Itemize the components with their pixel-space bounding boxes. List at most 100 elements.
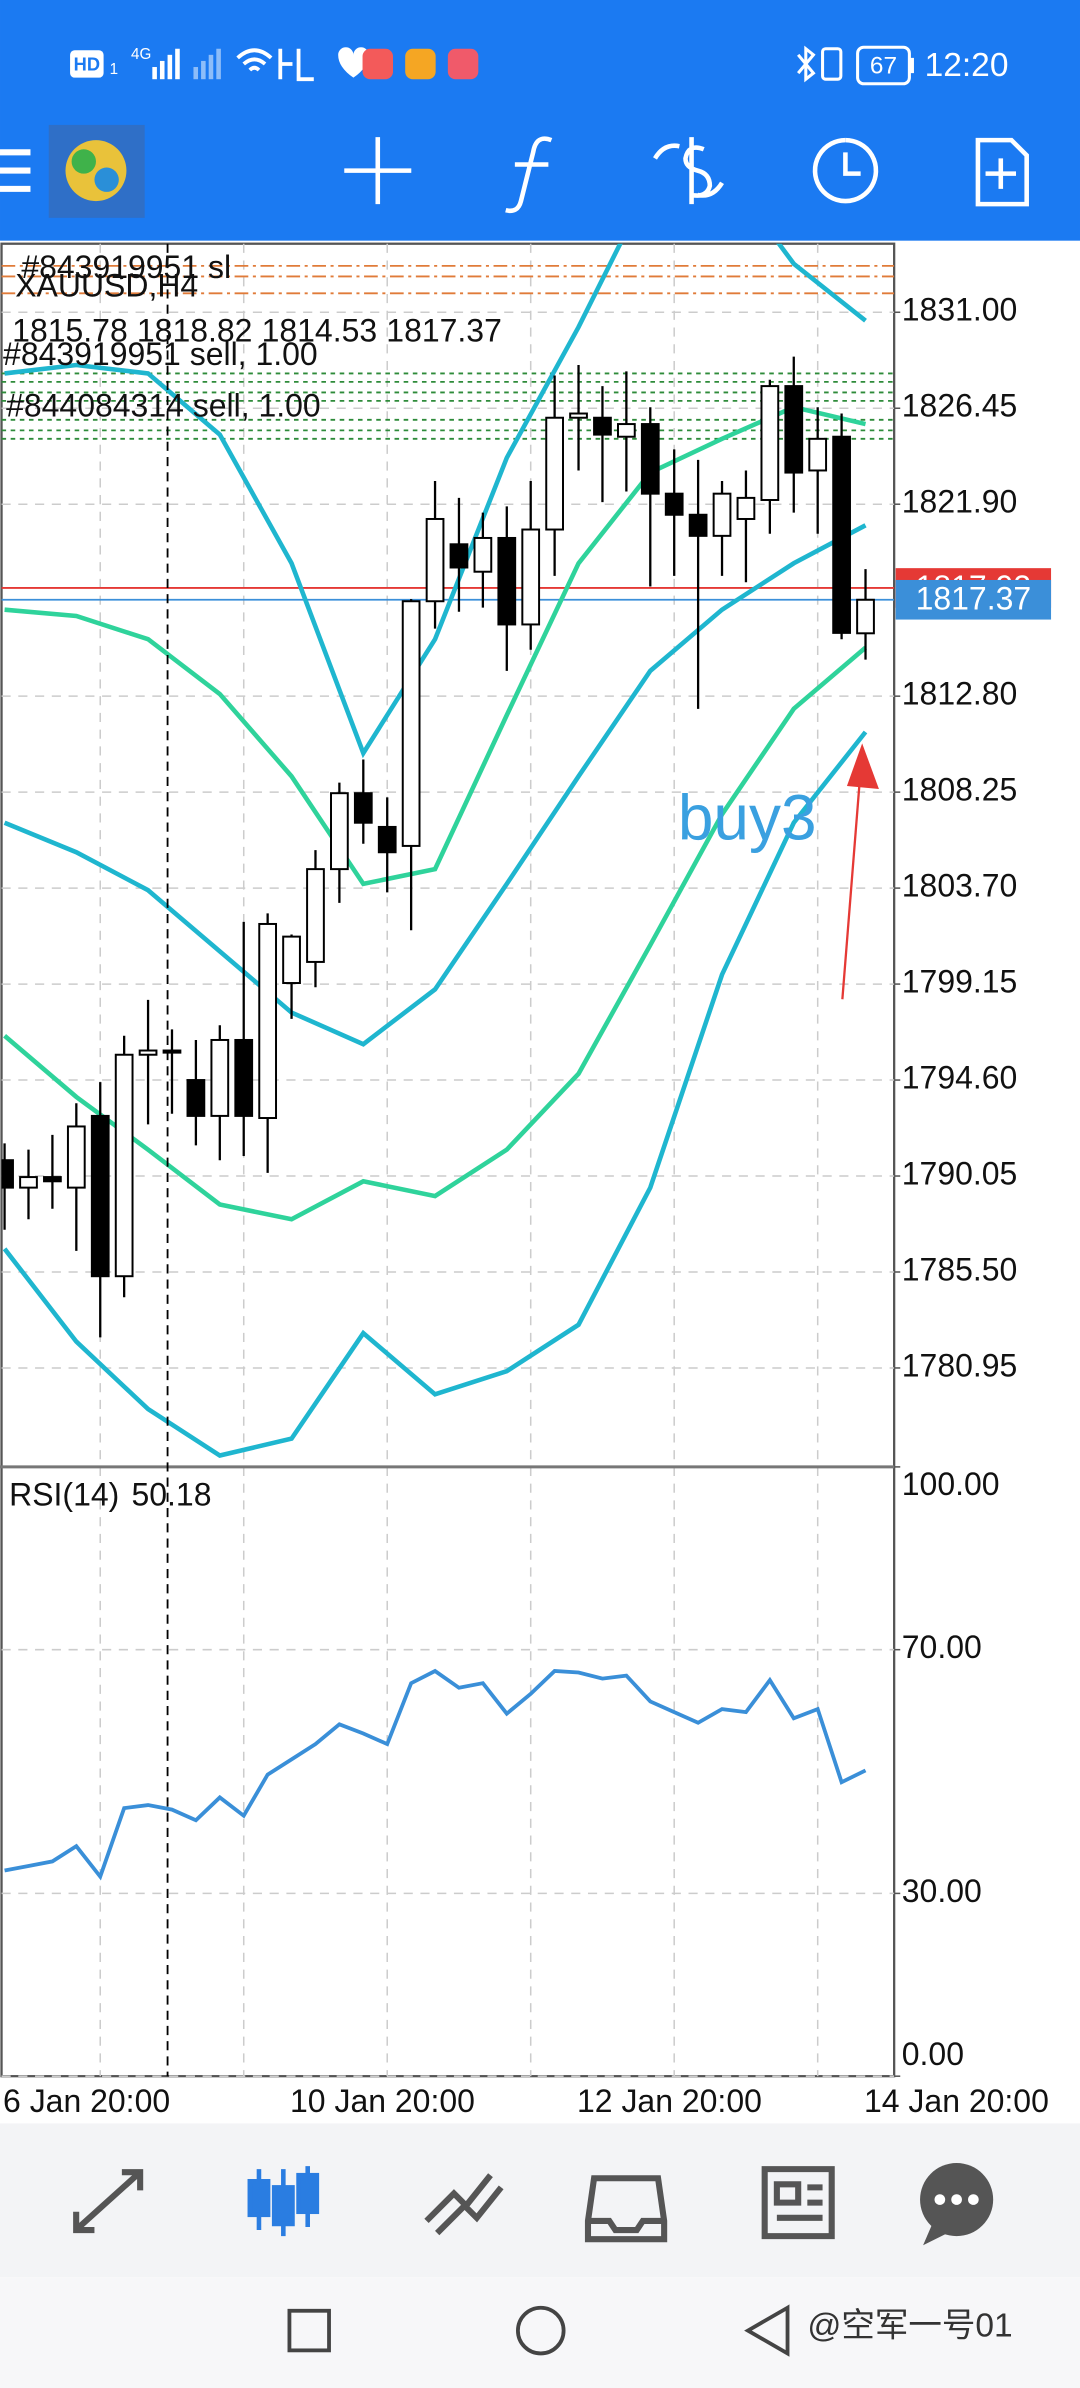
rsi-plot (4, 1668, 867, 1881)
order-label: #843919951 sl (21, 249, 231, 285)
indicator-value: 50.18 (131, 1477, 211, 1513)
signal-bars (152, 48, 221, 80)
y-tick-label: 1799.15 (902, 964, 1018, 1000)
y-tick-label: 1785.50 (902, 1251, 1018, 1287)
candle-body (19, 1176, 38, 1189)
news-tab[interactable] (761, 2166, 835, 2240)
template-button[interactable] (975, 137, 1029, 207)
trade-button[interactable] (653, 137, 724, 205)
price-tag (895, 579, 1052, 620)
y-tick-label: 1808.25 (902, 772, 1018, 808)
menu-button[interactable] (0, 149, 31, 192)
y-tick-label: 1821.90 (902, 484, 1018, 520)
candle-body (306, 868, 325, 963)
candle-body (760, 385, 780, 501)
candle-body (377, 825, 397, 854)
candle-body (114, 1053, 134, 1278)
candle-body (282, 935, 301, 985)
ohlc-close: 1817.37 (386, 313, 502, 349)
chart-frame (0, 242, 896, 2078)
wifi-icon (236, 48, 273, 72)
bluetooth-icon (797, 45, 816, 83)
candle-body (210, 1038, 230, 1117)
trade-tab[interactable] (424, 2173, 504, 2236)
candle-body (569, 412, 588, 419)
candle-body (808, 437, 828, 472)
battery-tip (909, 57, 914, 74)
ohlc-low: 1814.53 (262, 313, 378, 349)
period-button[interactable] (812, 137, 879, 204)
candle-body (66, 1125, 86, 1189)
history-tab[interactable] (584, 2175, 668, 2243)
y-tick-label: 0.00 (902, 2036, 964, 2072)
candle-body (90, 1114, 110, 1278)
clock-text: 12:20 (925, 47, 1009, 84)
hd-text: HD (74, 53, 100, 74)
indicator-button[interactable] (505, 136, 553, 214)
band-line (4, 404, 867, 887)
x-tick-label: 14 Jan 20:00 (864, 2083, 1049, 2119)
indicator-label: RSI(14) 50.18 (9, 1477, 211, 1513)
band-line (3, 645, 868, 1222)
app-logo[interactable] (48, 124, 145, 218)
indicator-name: RSI(14) (9, 1477, 119, 1513)
chat-tab[interactable] (920, 2163, 994, 2246)
quotes-tab[interactable] (73, 2169, 144, 2234)
candle-body (1, 1159, 14, 1189)
candle-body (353, 792, 373, 824)
back-button[interactable] (744, 2304, 790, 2357)
hd-badge (70, 50, 104, 78)
ohlc-high: 1818.82 (137, 313, 253, 349)
y-tick-label: 30.00 (902, 1873, 982, 1909)
y-tick-label: 1812.80 (902, 676, 1018, 712)
candle-body (258, 922, 278, 1120)
y-tick-label: 1794.60 (902, 1060, 1018, 1096)
health-icon (338, 47, 369, 78)
candle-body (521, 528, 541, 626)
crosshair-button[interactable] (344, 137, 412, 205)
candle-body (473, 536, 493, 573)
x-tick-label: 12 Jan 20:00 (577, 2083, 762, 2119)
candle-body (784, 385, 804, 474)
candle-body (43, 1176, 62, 1183)
candle-body (401, 600, 421, 847)
y-tick-label: 1831.00 (902, 292, 1018, 328)
order-label: #844084314 sell, 1.00 (6, 388, 321, 424)
x-tick-label: 10 Jan 20:00 (290, 2083, 475, 2119)
nav-bar (0, 2277, 1080, 2388)
candle-body (545, 416, 564, 531)
price-tag-label: 1817.37 (916, 581, 1032, 617)
candle-body (186, 1079, 206, 1117)
annotation: buy3 (678, 781, 817, 853)
candle-body (688, 513, 708, 537)
band-line (2, 730, 868, 1458)
notif-icon (447, 48, 479, 80)
rsi-line (4, 1668, 867, 1881)
candle-body (234, 1038, 254, 1117)
chart-tab[interactable] (247, 2166, 320, 2237)
y-tick-label: 1826.45 (902, 388, 1018, 424)
tab-bar (0, 2123, 1080, 2278)
candle-body (832, 435, 851, 634)
y-tick-label: 100.00 (902, 1466, 1000, 1502)
ohlc-label: 1815.78 1818.82 1814.53 1817.37 (12, 313, 502, 349)
candle-body (497, 536, 517, 626)
sim-text: 1 (110, 61, 118, 78)
candle-body (856, 598, 875, 635)
ohlc-open: 1815.78 (12, 313, 128, 349)
app-icon (278, 48, 314, 82)
candle-body (162, 1049, 182, 1054)
candle-body (138, 1049, 158, 1056)
header-bg (0, 0, 1080, 241)
y-tick-label: 1803.70 (902, 868, 1018, 904)
x-tick-label: 6 Jan 20:00 (3, 2083, 170, 2119)
recents-button[interactable] (287, 2308, 331, 2353)
home-button[interactable] (516, 2305, 566, 2356)
candle-body (593, 416, 612, 436)
y-tick-label: 70.00 (902, 1629, 982, 1665)
candle-body (664, 492, 684, 516)
axes: 1831.00 1826.45 1821.90 1812.80 1808.25 1803.… (3, 292, 1052, 2119)
candle-body (425, 517, 445, 603)
candle-body (330, 792, 349, 871)
